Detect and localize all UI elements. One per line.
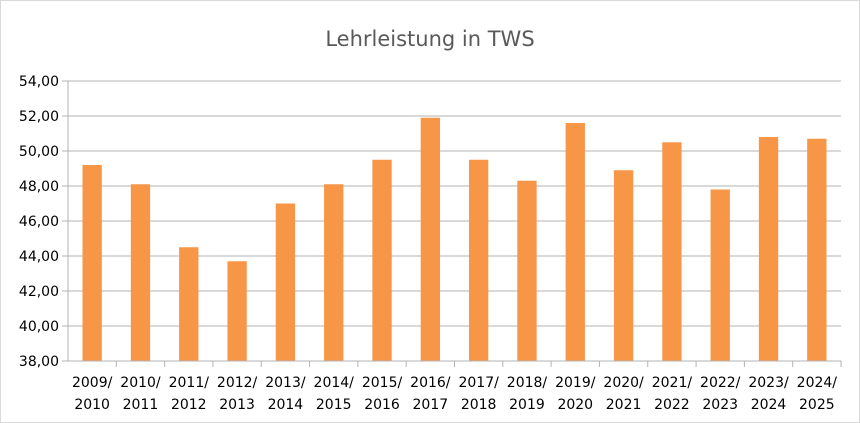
bar — [372, 159, 392, 361]
x-tick-label: 2025 — [799, 397, 835, 413]
y-tick-label: 50,00 — [19, 144, 59, 160]
bar — [324, 184, 344, 361]
y-tick-label: 44,00 — [19, 249, 59, 265]
bar — [662, 142, 682, 361]
x-tick-label: 2014 — [268, 397, 304, 413]
bar — [710, 189, 730, 361]
x-tick-label: 2013/ — [265, 375, 306, 391]
x-tick-label: 2024 — [751, 397, 787, 413]
y-tick-label: 48,00 — [19, 179, 59, 195]
bar — [565, 123, 585, 361]
x-tick-label: 2024/ — [797, 375, 838, 391]
y-tick-label: 38,00 — [19, 354, 59, 370]
y-tick-label: 54,00 — [19, 74, 59, 90]
bar — [82, 165, 102, 361]
x-tick-label: 2012 — [171, 397, 207, 413]
x-tick-label: 2019/ — [555, 375, 596, 391]
x-tick-label: 2022 — [654, 397, 690, 413]
x-tick-label: 2013 — [219, 397, 255, 413]
bar — [227, 261, 247, 361]
bar — [468, 159, 489, 361]
x-tick-label: 2012/ — [217, 375, 258, 391]
bar — [807, 138, 827, 361]
x-tick-label: 2011 — [123, 397, 159, 413]
bar — [420, 117, 441, 361]
chart-title: Lehrleistung in TWS — [325, 27, 535, 51]
x-tick-label: 2010/ — [120, 375, 161, 391]
x-tick-label: 2020/ — [603, 375, 644, 391]
x-tick-label: 2023/ — [748, 375, 789, 391]
x-tick-label: 2014/ — [314, 375, 355, 391]
y-tick-label: 52,00 — [19, 109, 59, 125]
x-tick-label: 2016 — [364, 397, 400, 413]
x-tick-label: 2015/ — [362, 375, 403, 391]
bar — [179, 247, 199, 361]
x-tick-label: 2017/ — [458, 375, 499, 391]
x-tick-label: 2017 — [413, 397, 449, 413]
x-tick-label: 2015 — [316, 397, 352, 413]
x-tick-label: 2009/ — [72, 375, 113, 391]
y-tick-label: 42,00 — [19, 284, 59, 300]
x-tick-label: 2021 — [606, 397, 642, 413]
bar — [517, 180, 537, 361]
x-tick-label: 2019 — [509, 397, 545, 413]
x-tick-label: 2016/ — [410, 375, 451, 391]
bar — [130, 184, 151, 361]
x-tick-label: 2018 — [461, 397, 497, 413]
y-tick-label: 40,00 — [19, 319, 59, 335]
bar — [275, 203, 296, 361]
x-tick-label: 2020 — [557, 397, 593, 413]
bar — [613, 170, 634, 361]
x-tick-label: 2010 — [74, 397, 110, 413]
x-tick-label: 2011/ — [169, 375, 210, 391]
bar — [758, 137, 779, 361]
x-tick-label: 2022/ — [700, 375, 741, 391]
x-tick-label: 2018/ — [507, 375, 548, 391]
x-tick-label: 2023 — [702, 397, 738, 413]
y-tick-label: 46,00 — [19, 214, 59, 230]
x-tick-label: 2021/ — [652, 375, 693, 391]
